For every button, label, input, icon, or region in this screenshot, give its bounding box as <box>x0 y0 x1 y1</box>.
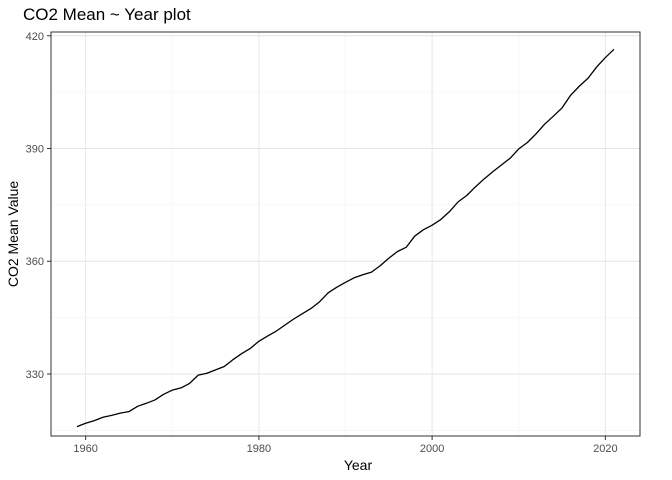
co2-mean-series-line <box>76 48 615 428</box>
plot-panel-border <box>50 31 641 437</box>
chart-title: CO2 Mean ~ Year plot <box>23 5 191 24</box>
y-tick-label: 360 <box>26 256 44 268</box>
x-axis: 1960 1980 2000 2020 <box>73 436 618 455</box>
minor-gridlines <box>51 32 640 436</box>
y-axis: 330 360 390 420 <box>26 31 51 381</box>
x-tick-label: 1960 <box>73 443 97 455</box>
y-tick-label: 330 <box>26 369 44 381</box>
x-tick-label: 2000 <box>420 443 444 455</box>
x-tick-label: 1980 <box>247 443 271 455</box>
y-tick-label: 390 <box>26 144 44 156</box>
y-axis-title: CO2 Mean Value <box>5 181 21 288</box>
y-tick-label: 420 <box>26 31 44 43</box>
x-axis-title: Year <box>344 457 373 473</box>
major-gridlines <box>51 32 640 436</box>
x-tick-label: 2020 <box>593 443 617 455</box>
